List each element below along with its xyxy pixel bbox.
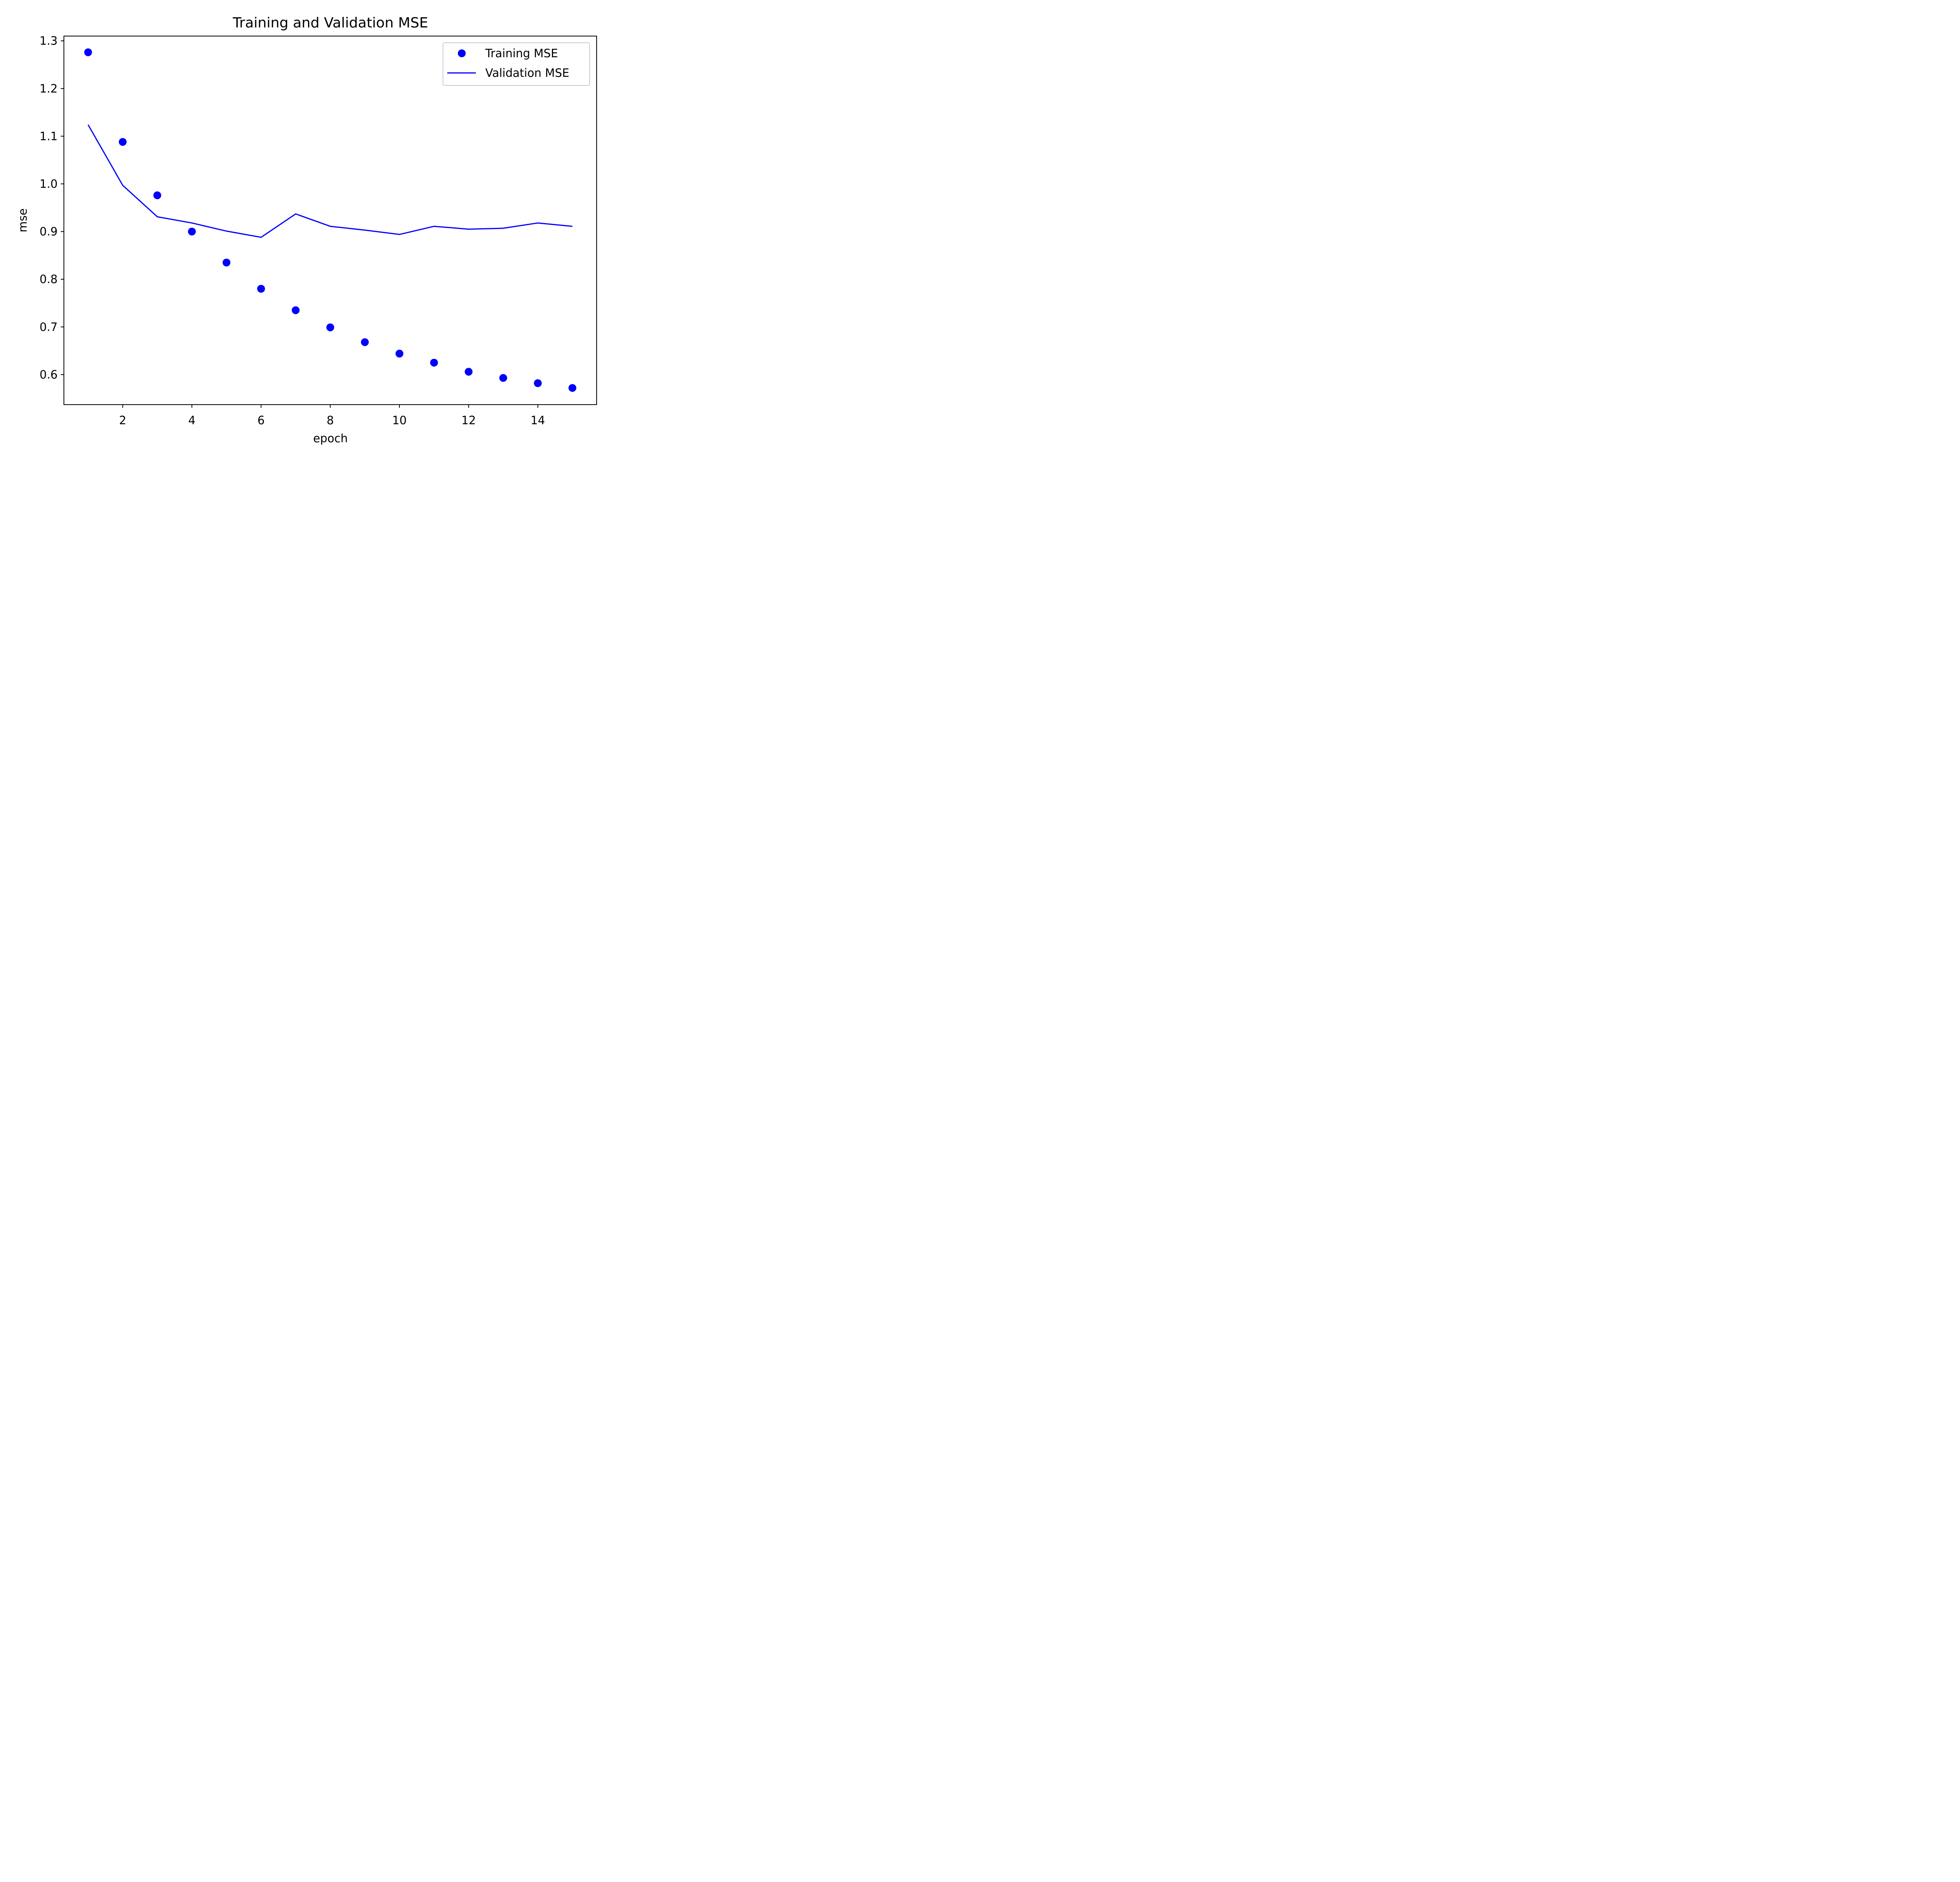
x-tick-label: 12 [461, 414, 476, 427]
x-axis-title: epoch [313, 432, 348, 445]
plot-frame [64, 36, 597, 405]
training-mse-point [534, 379, 542, 387]
y-tick-label: 0.8 [40, 272, 58, 286]
training-mse-point [430, 358, 438, 367]
training-mse-point [153, 191, 162, 200]
y-tick-label: 1.0 [40, 177, 58, 191]
y-axis-title: mse [16, 208, 29, 232]
x-axis-ticks: 2 4 6 8 10 12 14 [119, 405, 545, 427]
y-tick-label: 0.6 [40, 368, 58, 381]
plot-content [84, 48, 577, 392]
legend-box [443, 42, 590, 86]
y-tick-label: 1.3 [40, 34, 58, 47]
legend-label-training-mse: Training MSE [485, 47, 558, 60]
y-tick-label: 1.1 [40, 129, 58, 143]
x-tick-label: 2 [119, 414, 126, 427]
chart: Training and Validation MSE 2 4 6 8 10 12 14 0… [0, 0, 615, 461]
training-mse-point [361, 338, 369, 346]
chart-title: Training and Validation MSE [232, 15, 428, 31]
training-mse-point [257, 285, 265, 293]
training-mse-point [395, 349, 403, 358]
training-mse-point [568, 384, 577, 392]
legend: Training MSE Validation MSE [443, 42, 590, 86]
y-tick-label: 0.7 [40, 320, 58, 334]
training-mse-point [465, 368, 473, 376]
y-tick-label: 1.2 [40, 82, 58, 95]
x-tick-label: 14 [531, 414, 545, 427]
training-mse-point [326, 323, 334, 332]
x-tick-label: 10 [392, 414, 407, 427]
x-tick-label: 8 [327, 414, 334, 427]
training-mse-point [188, 227, 196, 236]
training-mse-point [292, 306, 300, 314]
training-mse-point [222, 258, 230, 267]
training-mse-point [119, 138, 127, 146]
y-axis-ticks: 0.6 0.7 0.8 0.9 1.0 1.1 1.2 1.3 [40, 34, 64, 381]
validation-mse-line [87, 124, 573, 238]
legend-marker-training-mse [458, 49, 466, 57]
x-tick-label: 6 [258, 414, 265, 427]
training-mse-point [499, 374, 507, 382]
y-tick-label: 0.9 [40, 225, 58, 238]
training-mse-point [84, 48, 92, 56]
legend-label-validation-mse: Validation MSE [485, 66, 569, 80]
x-tick-label: 4 [188, 414, 195, 427]
